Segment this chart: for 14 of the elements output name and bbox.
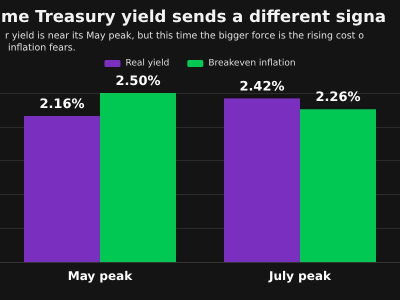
- chart-subtitle: r yield is near its May peak, but this time the bigger force is the rising cost o inflation fears.: [5, 30, 364, 54]
- data-label: 2.16%: [39, 96, 85, 112]
- x-tick-label: May peak: [68, 269, 134, 283]
- bar: [24, 116, 100, 262]
- data-label: 2.50%: [115, 74, 161, 89]
- x-tick-label: July peak: [268, 269, 332, 283]
- bar: [100, 93, 176, 262]
- chart-title: me Treasury yield sends a different signa: [1, 7, 386, 26]
- data-label: 2.26%: [315, 90, 361, 106]
- bar: [224, 98, 300, 262]
- bar: [300, 109, 376, 262]
- legend-label: Real yield: [125, 58, 170, 68]
- legend-label: Breakeven inflation: [208, 58, 296, 68]
- data-label: 2.42%: [239, 79, 285, 94]
